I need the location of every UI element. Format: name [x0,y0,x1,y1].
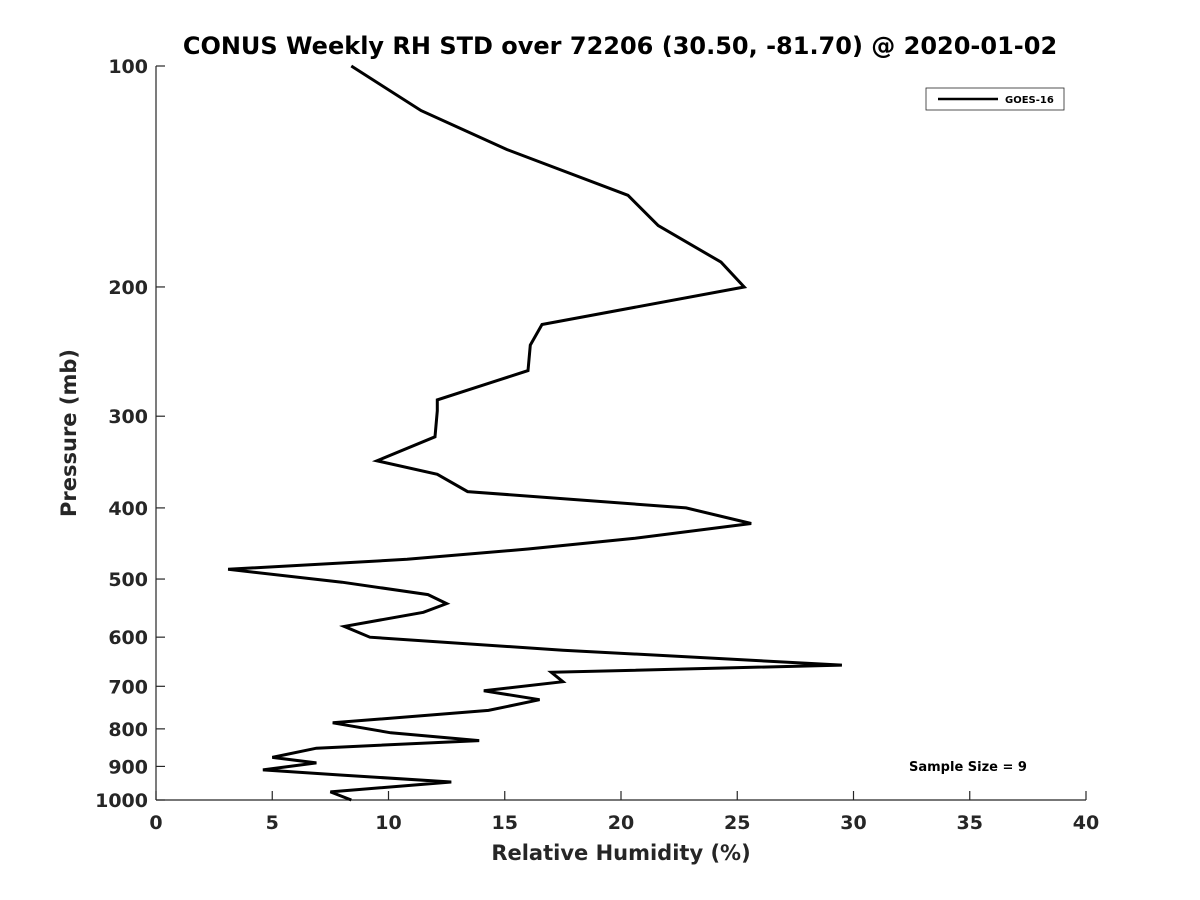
y-tick-label: 900 [108,756,148,778]
x-tick-label: 15 [492,812,518,834]
y-tick-label: 100 [108,56,148,78]
sample-size-annotation: Sample Size = 9 [909,760,1027,775]
legend: GOES-16 [925,87,1065,111]
x-tick-label: 35 [957,812,983,834]
x-tick-label: 30 [840,812,866,834]
y-tick-label: 600 [108,627,148,649]
y-tick-label: 500 [108,569,148,591]
y-tick-label: 400 [108,498,148,520]
y-tick-label: 200 [108,277,148,299]
x-tick-label: 25 [724,812,750,834]
x-tick-label: 0 [149,812,162,834]
x-tick-label: 40 [1073,812,1099,834]
y-tick-label: 1000 [95,790,148,812]
x-axis-label: Relative Humidity (%) [491,841,750,865]
series-line-0 [227,64,842,802]
axes [155,66,1086,801]
y-tick-label: 300 [108,406,148,428]
x-tick-label: 10 [375,812,401,834]
y-ticks: 100 200 300 400 500 600 700 800 900 1000 [95,56,165,812]
x-tick-label: 20 [608,812,634,834]
legend-entry: GOES-16 [1005,95,1054,106]
chart-title: CONUS Weekly RH STD over 72206 (30.50, -… [183,32,1057,60]
y-axis-label: Pressure (mb) [57,349,81,517]
x-ticks: 0 5 10 15 20 25 30 35 40 [149,791,1099,834]
series-layer [227,64,842,802]
y-tick-label: 700 [108,676,148,698]
y-tick-label: 800 [108,719,148,741]
x-tick-label: 5 [266,812,279,834]
